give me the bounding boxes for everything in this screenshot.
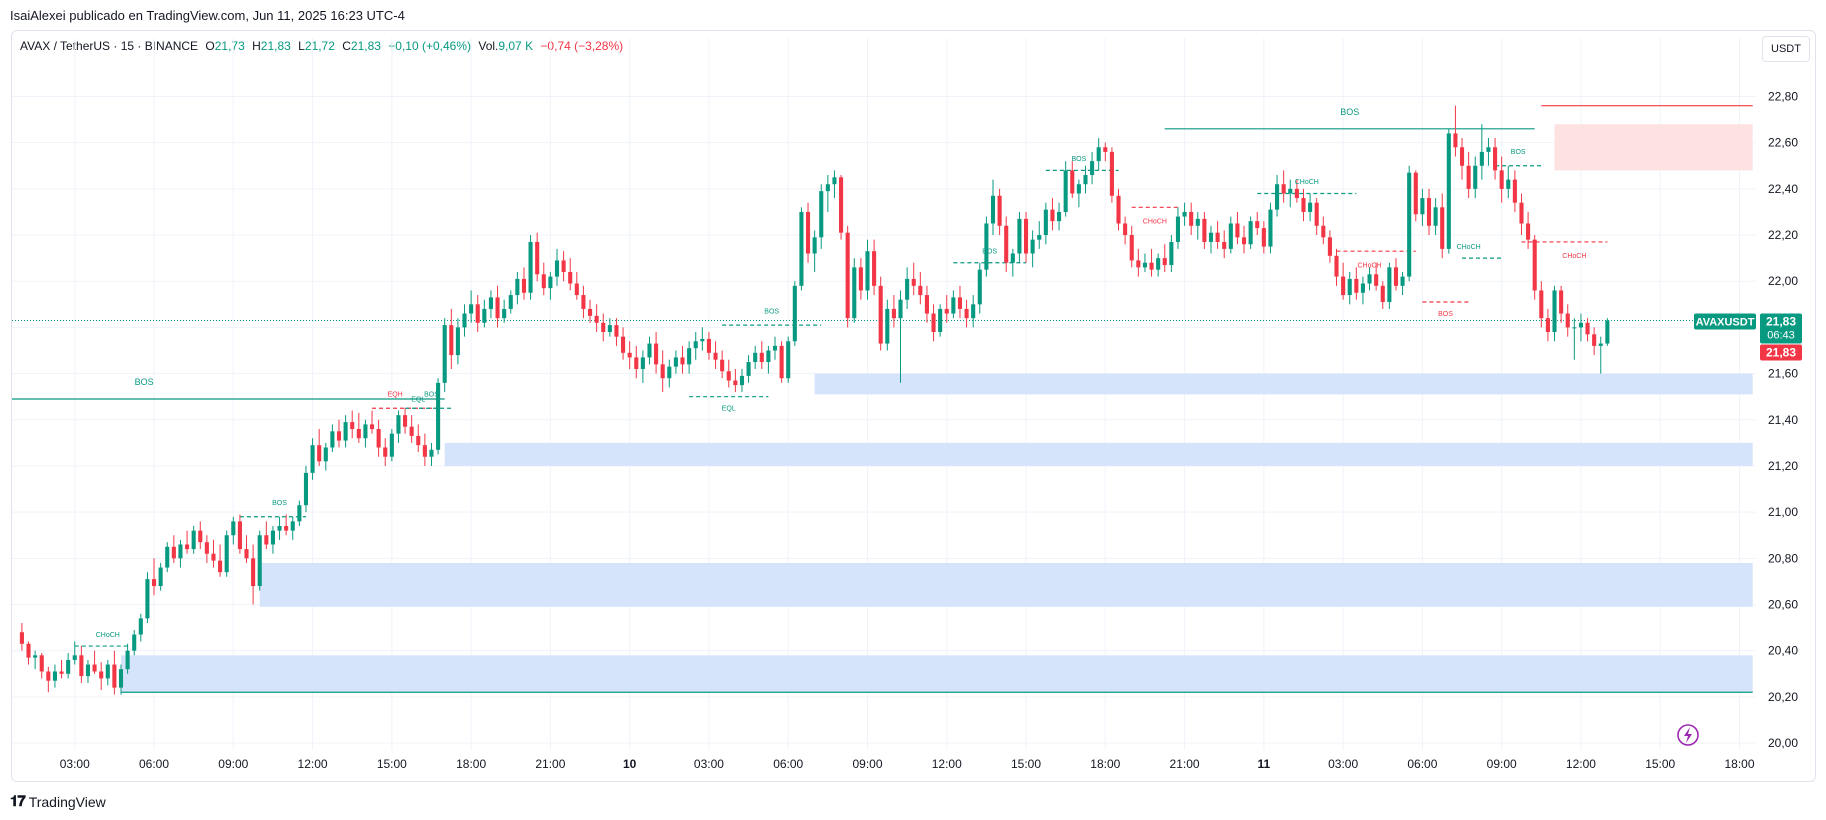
tradingview-logo-icon: 𝟏𝟕 <box>10 793 26 810</box>
currency-unit-button[interactable]: USDT <box>1762 36 1810 62</box>
legend-change: +0,10 (+0,46%) <box>388 39 472 53</box>
legend-close-label: C <box>342 39 351 53</box>
legend-volume-value: 9,07 K <box>498 39 534 53</box>
legend-open-value: 21,73 <box>214 39 245 53</box>
legend-volume-label: Vol. <box>478 39 499 53</box>
legend-open-label: O <box>205 39 215 53</box>
legend-low-value: 21,72 <box>304 39 335 53</box>
legend-symbol[interactable]: AVAX / TetherUS · 15 · BINANCE <box>20 39 199 53</box>
legend-volume-change: −0,74 (−3,28%) <box>540 39 624 53</box>
legend-low-label: L <box>298 39 305 53</box>
brand-name: TradingView <box>28 793 106 810</box>
legend-high-label: H <box>252 39 261 53</box>
ohlc-legend: AVAX / TetherUS · 15 · BINANCE O21,73 H2… <box>20 39 627 53</box>
chart-frame <box>11 30 1816 782</box>
legend-close-value: 21,83 <box>350 39 381 53</box>
tradingview-brand[interactable]: 𝟏𝟕 TradingView <box>10 793 106 810</box>
publisher-line: IsaiAlexei publicado en TradingView.com,… <box>10 8 405 23</box>
legend-high-value: 21,83 <box>260 39 291 53</box>
